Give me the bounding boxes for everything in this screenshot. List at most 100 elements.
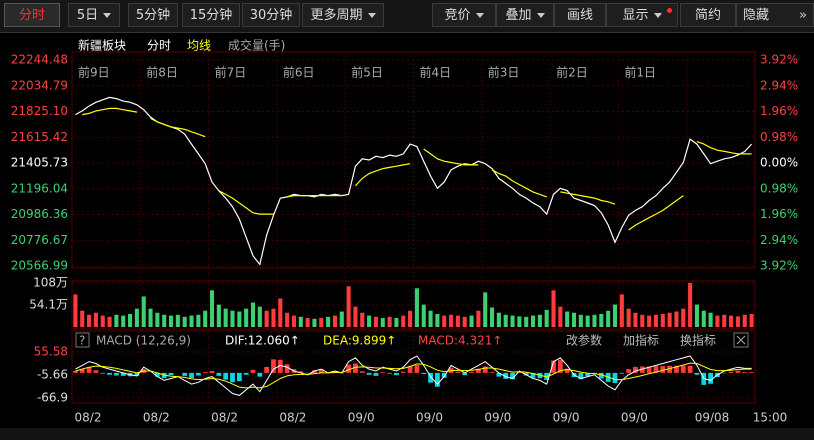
tab[interactable]: 15分钟 <box>182 3 240 27</box>
macd-bar <box>421 372 427 375</box>
volume-bar <box>742 314 747 327</box>
volume-bar <box>578 314 583 327</box>
macd-bar <box>551 360 556 373</box>
button[interactable]: 简约 <box>680 3 736 27</box>
macd-bar <box>660 366 666 373</box>
macd-readout: DEA:9.899↑ <box>323 334 396 348</box>
tab-label: 5日 <box>76 8 99 23</box>
tab[interactable]: 分时 <box>4 3 60 27</box>
y-tick-label: 22034.79 <box>11 78 68 92</box>
macd-bar <box>271 359 276 373</box>
volume-bar <box>298 316 303 327</box>
volume-bar <box>517 316 522 327</box>
button[interactable]: 隐藏 » <box>736 3 814 27</box>
tab[interactable]: 5日 <box>68 3 120 27</box>
macd-bar <box>469 371 474 373</box>
volume-bar <box>496 312 501 327</box>
macd-bar <box>223 372 229 380</box>
macd-bar <box>216 372 222 376</box>
volume-bar <box>537 314 542 327</box>
macd-bar <box>243 372 249 375</box>
indicator-button[interactable]: 加指标 <box>623 333 659 348</box>
tab[interactable]: 5分钟 <box>128 3 178 27</box>
macd-bar <box>578 372 584 380</box>
button[interactable]: 竞价 <box>432 3 496 27</box>
macd-bar <box>530 372 536 378</box>
y-tick-label: 108万 <box>33 276 68 290</box>
background <box>0 33 814 440</box>
day-label: 前3日 <box>488 65 520 80</box>
volume-bar <box>421 304 426 327</box>
macd-bar <box>182 372 188 376</box>
volume-bar <box>455 315 460 327</box>
macd-bar <box>667 365 673 373</box>
macd-bar <box>73 370 78 373</box>
volume-bar <box>285 312 290 327</box>
volume-bar <box>134 308 139 327</box>
macd-bar <box>619 372 625 374</box>
help-icon[interactable] <box>75 332 90 348</box>
macd-title: MACD (12,26,9) <box>96 334 191 348</box>
macd-bar <box>674 365 679 373</box>
volume-bar <box>380 318 385 327</box>
volume-bar <box>408 310 413 327</box>
close-icon[interactable] <box>733 332 749 348</box>
volume-bar <box>510 315 515 327</box>
button[interactable]: 显示 <box>606 3 678 27</box>
x-tick-label: 08/2 <box>143 411 170 425</box>
button[interactable]: 画线 <box>554 3 606 27</box>
volume-bar <box>571 312 577 327</box>
volume-bar <box>681 308 686 327</box>
volume-bar <box>401 315 406 327</box>
y-tick-label: -5.66 <box>37 368 68 382</box>
volume-bar <box>674 311 679 327</box>
y2-tick-label: 0.98% <box>760 130 798 144</box>
volume-bar <box>599 313 604 327</box>
volume-bar <box>476 310 481 327</box>
legend-item: 均线 <box>187 39 211 53</box>
indicator-button[interactable]: 换指标 <box>680 333 716 348</box>
volume-bar <box>216 304 221 327</box>
macd-bar <box>79 369 85 373</box>
tab[interactable]: 30分钟 <box>242 3 300 27</box>
button-label: 隐藏 <box>743 8 770 23</box>
volume-bar <box>626 308 631 327</box>
macd-bar <box>154 372 160 377</box>
volume-bar <box>565 311 570 327</box>
macd-bar <box>653 366 659 373</box>
macd-bar <box>93 370 99 373</box>
macd-bar <box>557 360 563 373</box>
volume-bar <box>524 316 529 327</box>
volume-bar <box>394 318 399 327</box>
volume-bar <box>305 318 310 327</box>
volume-bar <box>749 313 754 327</box>
tab[interactable]: 更多周期 <box>302 3 384 27</box>
macd-bar <box>134 372 140 376</box>
tab-label: 5分钟 <box>135 8 171 23</box>
y-tick-label: 20776.67 <box>11 233 68 247</box>
y2-tick-label: 3.92% <box>760 53 798 67</box>
x-tick-label: 09/0 <box>484 411 511 425</box>
macd-bar <box>366 372 372 375</box>
volume-bar <box>271 308 276 327</box>
macd-bar <box>496 372 502 377</box>
close-glyph <box>736 335 746 345</box>
volume-bar <box>373 316 378 327</box>
volume-bar <box>203 310 208 327</box>
macd-line <box>75 355 752 396</box>
volume-bar <box>640 314 645 327</box>
button-label: 叠加 <box>505 8 532 23</box>
indicator-button[interactable]: 改参数 <box>566 333 602 348</box>
macd-readout: DIF:12.060↑ <box>225 334 300 348</box>
day-label: 前2日 <box>556 65 588 80</box>
button[interactable]: 叠加 <box>496 3 554 27</box>
volume-bar <box>387 316 392 327</box>
volume-bar <box>80 310 85 327</box>
volume-bar <box>612 304 618 327</box>
macd-bar <box>462 372 468 376</box>
x-tick-label: 09/0 <box>416 411 443 425</box>
volume-bar <box>264 310 269 327</box>
button-label: 显示 <box>622 8 649 23</box>
